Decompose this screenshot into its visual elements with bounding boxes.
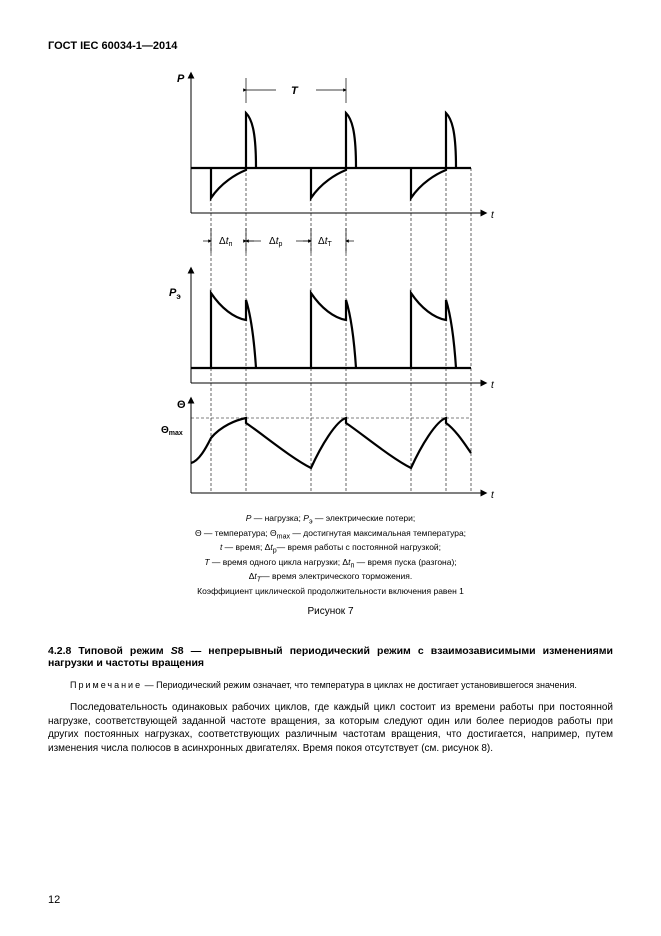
figure-legend: P — нагрузка; Pэ — электрические потери;… [131, 513, 531, 598]
svg-text:Θ: Θ [177, 399, 186, 411]
svg-text:Δtп: Δtп [219, 236, 232, 248]
svg-text:T: T [291, 85, 299, 97]
page-number: 12 [48, 894, 60, 906]
svg-text:Θmax: Θmax [161, 425, 183, 437]
body-paragraph: Последовательность одинаковых рабочих ци… [48, 701, 613, 755]
svg-text:t: t [491, 380, 495, 391]
svg-text:Pэ: Pэ [169, 287, 181, 301]
figure-caption: Рисунок 7 [131, 606, 531, 617]
svg-text:P: P [177, 73, 185, 85]
note: Примечание — Периодический режим означае… [48, 679, 613, 691]
svg-text:ΔtT: ΔtT [318, 236, 332, 248]
svg-text:Δtр: Δtр [269, 236, 282, 248]
figure-svg: P t T Δtп Δtр [161, 68, 501, 503]
doc-header: ГОСТ IEC 60034-1—2014 [48, 40, 613, 52]
figure-7: P t T Δtп Δtр [131, 68, 531, 617]
section-title: 4.2.8 Типовой режим S8 — непрерывный пер… [48, 645, 613, 669]
svg-text:t: t [491, 490, 495, 501]
svg-text:t: t [491, 210, 495, 221]
